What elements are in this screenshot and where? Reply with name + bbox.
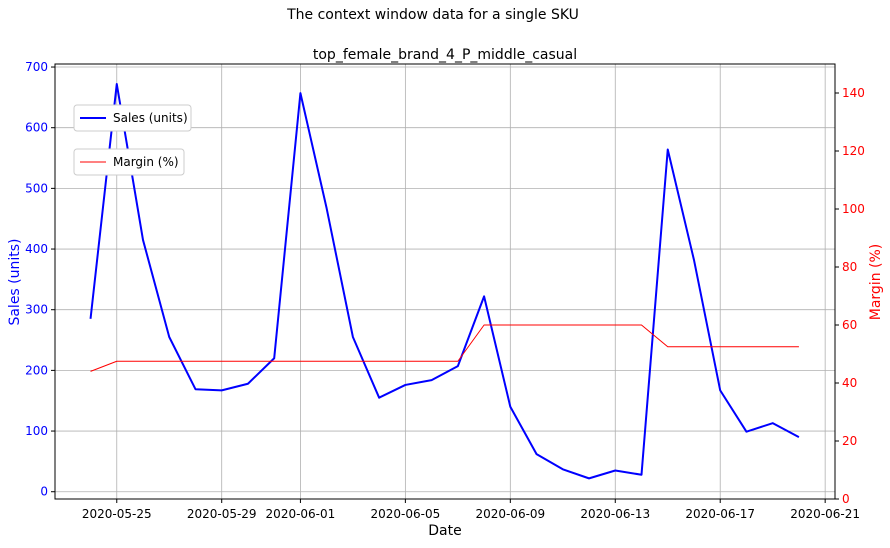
legend-margin-label: Margin (%) xyxy=(113,155,179,169)
left-y-tick-label: 600 xyxy=(25,121,48,135)
left-y-tick-label: 700 xyxy=(25,60,48,74)
x-tick-label: 2020-05-25 xyxy=(82,507,152,521)
legend-margin: Margin (%) xyxy=(73,148,185,176)
left-y-tick-label: 400 xyxy=(25,242,48,256)
figure-suptitle: The context window data for a single SKU xyxy=(286,7,579,23)
legend-sales: Sales (units) xyxy=(73,104,192,132)
right-y-tick-label: 0 xyxy=(842,492,850,506)
right-y-tick-label: 20 xyxy=(842,434,857,448)
right-y-axis-label: Margin (%) xyxy=(868,244,884,321)
right-y-tick-label: 140 xyxy=(842,86,865,100)
x-axis-label: Date xyxy=(428,523,461,539)
right-y-tick-label: 40 xyxy=(842,376,857,390)
legend-margin-box xyxy=(73,148,185,176)
left-y-tick-label: 200 xyxy=(25,363,48,377)
legend-sales-box xyxy=(73,104,192,132)
x-axis: 2020-05-25 2020-05-29 2020-06-01 2020-06-05… xyxy=(82,499,860,521)
x-tick-label: 2020-06-17 xyxy=(685,507,755,521)
right-y-axis: 0 20 40 60 80 100 120 140 xyxy=(835,86,865,506)
right-y-tick-label: 100 xyxy=(842,202,865,216)
legend-sales-label: Sales (units) xyxy=(113,111,188,125)
left-y-tick-label: 100 xyxy=(25,424,48,438)
x-tick-label: 2020-06-05 xyxy=(370,507,440,521)
series-lines xyxy=(89,83,800,480)
right-y-tick-label: 80 xyxy=(842,260,857,274)
left-y-tick-label: 300 xyxy=(25,303,48,317)
left-y-tick-label: 0 xyxy=(40,485,48,499)
chart-title: top_female_brand_4_P_middle_casual xyxy=(313,47,577,63)
x-tick-label: 2020-05-29 xyxy=(187,507,257,521)
left-y-axis-label: Sales (units) xyxy=(7,238,23,325)
x-tick-label: 2020-06-21 xyxy=(790,507,860,521)
x-tick-label: 2020-06-09 xyxy=(475,507,545,521)
margin-series-line xyxy=(90,324,799,372)
left-y-axis: 0 100 200 300 400 500 600 700 xyxy=(25,60,55,499)
x-tick-label: 2020-06-01 xyxy=(266,507,336,521)
plot-frame xyxy=(54,63,836,500)
left-y-tick-label: 500 xyxy=(25,181,48,195)
right-y-tick-label: 120 xyxy=(842,144,865,158)
sales-series-line xyxy=(89,83,800,480)
x-tick-label: 2020-06-13 xyxy=(580,507,650,521)
right-y-tick-label: 60 xyxy=(842,318,857,332)
